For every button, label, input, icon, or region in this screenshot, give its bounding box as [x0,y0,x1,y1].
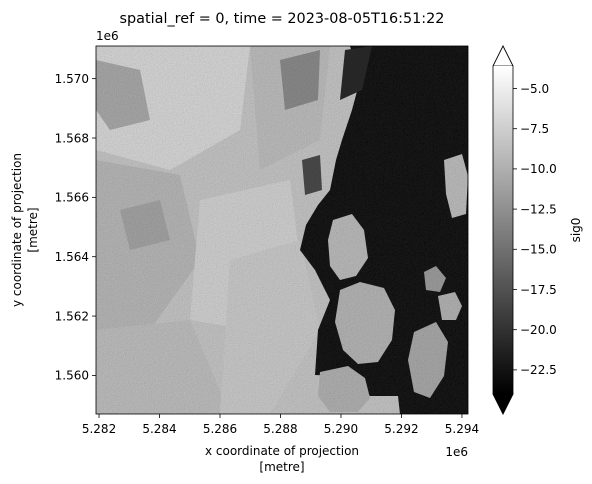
y-offset-label: 1e6 [96,29,119,43]
y-tick-label: 1.566 [55,191,89,205]
x-tick-label: 5.284 [142,422,176,436]
y-axis-label-line1: y coordinate of projection [10,153,24,307]
colorbar-ticks: −22.5 −20.0 −17.5 −15.0 −12.5 −10.0 −7.5 −5.0 [513,82,557,377]
y-tick-label: 1.562 [55,309,89,323]
colorbar-extend-top [492,45,514,67]
chart-title: spatial_ref = 0, time = 2023-08-05T16:51… [120,11,445,27]
colorbar-gradient [493,66,513,394]
colorbar-tick-label: −22.5 [520,363,557,377]
x-tick-label: 5.288 [263,422,297,436]
colorbar-tick-label: −20.0 [520,323,557,337]
x-tick-label: 5.294 [445,422,479,436]
y-tick-label: 1.560 [55,369,89,383]
island-patches [318,154,468,412]
x-tick-label: 5.292 [384,422,418,436]
x-tick-label: 5.286 [203,422,237,436]
x-tick-label: 5.290 [324,422,358,436]
colorbar-tick-label: −12.5 [520,202,557,216]
y-tick-label: 1.568 [55,131,89,145]
colorbar-tick-label: −15.0 [520,243,557,257]
colorbar-extend-bottom [492,393,514,415]
plot-frame [95,45,469,415]
x-axis-label-line2: [metre] [259,460,304,474]
y-tick-label: 1.564 [55,250,89,264]
colorbar-tick-label: −7.5 [520,122,549,136]
colorbar-tick-label: −17.5 [520,283,557,297]
x-offset-label: 1e6 [445,445,468,459]
colorbar-tick-label: −10.0 [520,162,557,176]
colorbar-label: sig0 [569,218,583,243]
x-axis: 5.282 5.284 5.286 5.288 5.290 5.292 5.294 [82,414,479,436]
x-tick-label: 5.282 [82,422,116,436]
land-texture [96,46,330,414]
y-tick-label: 1.570 [55,72,89,86]
y-axis: 1.560 1.562 1.564 1.566 1.568 1.570 [55,72,96,383]
y-axis-label-line2: [metre] [26,207,40,252]
x-axis-label-line1: x coordinate of projection [205,444,359,458]
colorbar-tick-label: −5.0 [520,82,549,96]
raster-image [96,46,468,414]
colorbar: −22.5 −20.0 −17.5 −15.0 −12.5 −10.0 −7.5 −5.0 s… [492,45,583,415]
